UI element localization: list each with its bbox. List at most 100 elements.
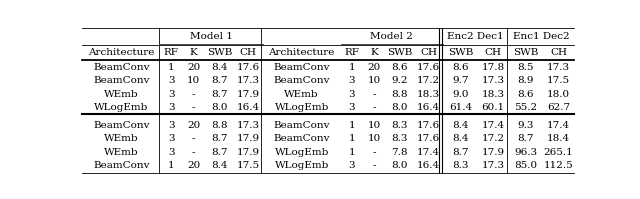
Text: WEmb: WEmb [284, 90, 319, 99]
Text: 8.0: 8.0 [211, 103, 228, 112]
Text: 17.6: 17.6 [237, 63, 260, 72]
Text: 20: 20 [367, 63, 381, 72]
Text: 17.4: 17.4 [547, 121, 570, 130]
Text: 16.4: 16.4 [237, 103, 260, 112]
Text: 8.6: 8.6 [452, 63, 469, 72]
Text: 8.0: 8.0 [392, 103, 408, 112]
Text: 8.8: 8.8 [392, 90, 408, 99]
Text: -: - [372, 148, 376, 157]
Text: 96.3: 96.3 [514, 148, 538, 157]
Text: 3: 3 [348, 161, 355, 170]
Text: 1: 1 [168, 161, 175, 170]
Text: 3: 3 [168, 103, 175, 112]
Text: 17.3: 17.3 [482, 76, 505, 85]
Text: SWB: SWB [513, 48, 538, 57]
Text: 8.6: 8.6 [518, 90, 534, 99]
Text: 3: 3 [168, 134, 175, 143]
Text: BeamConv: BeamConv [93, 63, 150, 72]
Text: 8.4: 8.4 [452, 134, 469, 143]
Text: WLogEmb: WLogEmb [275, 161, 329, 170]
Text: 18.3: 18.3 [417, 90, 440, 99]
Text: 265.1: 265.1 [543, 148, 573, 157]
Text: 17.2: 17.2 [417, 76, 440, 85]
Text: 7.8: 7.8 [392, 148, 408, 157]
Text: CH: CH [420, 48, 437, 57]
Text: -: - [372, 161, 376, 170]
Text: K: K [190, 48, 198, 57]
Text: BeamConv: BeamConv [273, 76, 330, 85]
Text: 8.5: 8.5 [518, 63, 534, 72]
Text: 3: 3 [168, 121, 175, 130]
Text: 17.9: 17.9 [237, 90, 260, 99]
Text: Enc1 Dec2: Enc1 Dec2 [513, 32, 569, 41]
Text: 3: 3 [168, 148, 175, 157]
Text: 17.5: 17.5 [547, 76, 570, 85]
Text: 17.9: 17.9 [482, 148, 505, 157]
Text: Architecture: Architecture [88, 48, 154, 57]
Text: 3: 3 [348, 76, 355, 85]
Text: 8.7: 8.7 [211, 148, 228, 157]
Text: Enc2 Dec1: Enc2 Dec1 [447, 32, 504, 41]
Text: WEmb: WEmb [104, 90, 139, 99]
Text: 17.6: 17.6 [417, 134, 440, 143]
Text: BeamConv: BeamConv [273, 134, 330, 143]
Text: BeamConv: BeamConv [93, 76, 150, 85]
Text: SWB: SWB [448, 48, 474, 57]
Text: 17.6: 17.6 [417, 121, 440, 130]
Text: 17.6: 17.6 [417, 63, 440, 72]
Text: 8.3: 8.3 [452, 161, 469, 170]
Text: 3: 3 [348, 90, 355, 99]
Text: RF: RF [164, 48, 179, 57]
Text: 1: 1 [348, 134, 355, 143]
Text: 10: 10 [367, 76, 381, 85]
Text: SWB: SWB [387, 48, 412, 57]
Text: 8.3: 8.3 [392, 121, 408, 130]
Text: 17.3: 17.3 [547, 63, 570, 72]
Text: 18.4: 18.4 [547, 134, 570, 143]
Text: 18.3: 18.3 [482, 90, 505, 99]
Text: CH: CH [240, 48, 257, 57]
Text: 3: 3 [168, 76, 175, 85]
Text: 3: 3 [168, 90, 175, 99]
Text: BeamConv: BeamConv [273, 121, 330, 130]
Text: 8.7: 8.7 [211, 134, 228, 143]
Text: BeamConv: BeamConv [93, 161, 150, 170]
Text: CH: CH [484, 48, 502, 57]
Text: 55.2: 55.2 [514, 103, 538, 112]
Text: 20: 20 [187, 63, 200, 72]
Text: 17.2: 17.2 [482, 134, 505, 143]
Text: 17.8: 17.8 [482, 63, 505, 72]
Text: WLogEmb: WLogEmb [275, 103, 329, 112]
Text: -: - [192, 134, 195, 143]
Text: Model 1: Model 1 [190, 32, 233, 41]
Text: 8.8: 8.8 [211, 121, 228, 130]
Text: Model 2: Model 2 [371, 32, 413, 41]
Text: WEmb: WEmb [104, 134, 139, 143]
Text: -: - [192, 103, 195, 112]
Text: 8.6: 8.6 [392, 63, 408, 72]
Text: 9.3: 9.3 [518, 121, 534, 130]
Text: 8.7: 8.7 [211, 76, 228, 85]
Text: 1: 1 [168, 63, 175, 72]
Text: -: - [192, 90, 195, 99]
Text: 17.9: 17.9 [237, 148, 260, 157]
Text: 16.4: 16.4 [417, 103, 440, 112]
Text: 17.9: 17.9 [237, 134, 260, 143]
Text: 9.0: 9.0 [452, 90, 469, 99]
Text: Architecture: Architecture [269, 48, 335, 57]
Text: WLogEmb: WLogEmb [275, 148, 329, 157]
Text: 62.7: 62.7 [547, 103, 570, 112]
Text: 8.3: 8.3 [392, 134, 408, 143]
Text: 17.3: 17.3 [482, 161, 505, 170]
Text: 85.0: 85.0 [514, 161, 538, 170]
Text: 17.5: 17.5 [237, 161, 260, 170]
Text: 10: 10 [367, 121, 381, 130]
Text: 16.4: 16.4 [417, 161, 440, 170]
Text: 1: 1 [348, 63, 355, 72]
Text: 17.3: 17.3 [237, 76, 260, 85]
Text: 9.7: 9.7 [452, 76, 469, 85]
Text: 1: 1 [348, 121, 355, 130]
Text: 3: 3 [348, 103, 355, 112]
Text: 8.4: 8.4 [211, 63, 228, 72]
Text: 9.2: 9.2 [392, 76, 408, 85]
